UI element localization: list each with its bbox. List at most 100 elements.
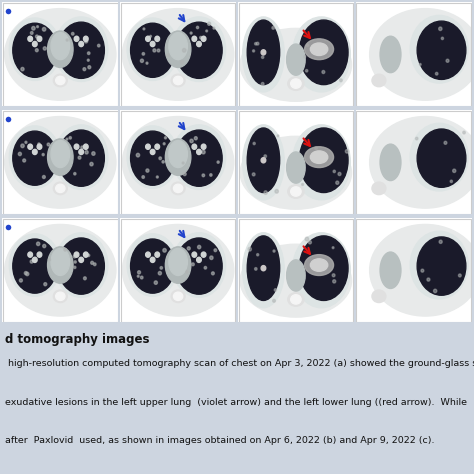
- Ellipse shape: [28, 144, 33, 149]
- Ellipse shape: [33, 257, 37, 263]
- Ellipse shape: [55, 233, 108, 297]
- Ellipse shape: [322, 261, 327, 266]
- Ellipse shape: [37, 144, 42, 149]
- Ellipse shape: [300, 20, 348, 85]
- Ellipse shape: [256, 42, 259, 45]
- Ellipse shape: [307, 44, 309, 46]
- Ellipse shape: [346, 149, 349, 153]
- Ellipse shape: [240, 28, 352, 101]
- Ellipse shape: [322, 46, 327, 51]
- Ellipse shape: [84, 39, 88, 43]
- Ellipse shape: [372, 74, 386, 87]
- Ellipse shape: [30, 260, 33, 263]
- Ellipse shape: [58, 238, 104, 294]
- Ellipse shape: [36, 35, 38, 38]
- Ellipse shape: [417, 129, 466, 187]
- Ellipse shape: [197, 41, 201, 46]
- Ellipse shape: [127, 18, 178, 81]
- Ellipse shape: [137, 275, 139, 277]
- Ellipse shape: [74, 261, 76, 263]
- Ellipse shape: [210, 173, 212, 176]
- Ellipse shape: [300, 236, 348, 301]
- Text: high-resolution computed tomography scan of chest on Apr 3, 2022 (a) showed the : high-resolution computed tomography scan…: [5, 359, 474, 368]
- Ellipse shape: [332, 274, 335, 277]
- Ellipse shape: [191, 263, 194, 266]
- Ellipse shape: [13, 131, 57, 185]
- Ellipse shape: [51, 248, 70, 275]
- Ellipse shape: [150, 41, 155, 46]
- Ellipse shape: [173, 125, 226, 190]
- Ellipse shape: [13, 239, 57, 293]
- Ellipse shape: [240, 244, 352, 317]
- Ellipse shape: [28, 252, 33, 257]
- Ellipse shape: [253, 50, 255, 52]
- Ellipse shape: [427, 278, 430, 281]
- Ellipse shape: [92, 152, 95, 155]
- Ellipse shape: [19, 279, 22, 282]
- Ellipse shape: [291, 295, 301, 304]
- Ellipse shape: [274, 289, 277, 291]
- Ellipse shape: [83, 144, 88, 149]
- Ellipse shape: [301, 183, 304, 185]
- Ellipse shape: [261, 82, 264, 85]
- Ellipse shape: [256, 254, 259, 256]
- Ellipse shape: [140, 276, 143, 279]
- Ellipse shape: [176, 130, 222, 186]
- Ellipse shape: [197, 257, 201, 263]
- Ellipse shape: [36, 26, 38, 27]
- Ellipse shape: [211, 272, 214, 275]
- Ellipse shape: [417, 21, 466, 80]
- Ellipse shape: [322, 154, 327, 159]
- Ellipse shape: [91, 261, 93, 264]
- Ellipse shape: [182, 162, 184, 164]
- Ellipse shape: [153, 49, 156, 52]
- Text: after  Paxlovid  used, as shown in images obtained on Apr 6, 2022 (b) and Apr 9,: after Paxlovid used, as shown in images …: [5, 436, 434, 445]
- Ellipse shape: [198, 246, 201, 249]
- Ellipse shape: [441, 37, 444, 40]
- Ellipse shape: [338, 173, 341, 175]
- Ellipse shape: [439, 240, 442, 244]
- Ellipse shape: [458, 274, 461, 277]
- Ellipse shape: [37, 252, 42, 257]
- Ellipse shape: [310, 259, 328, 271]
- Ellipse shape: [74, 144, 79, 149]
- Ellipse shape: [83, 36, 88, 41]
- Ellipse shape: [165, 139, 191, 175]
- Ellipse shape: [166, 54, 169, 57]
- Ellipse shape: [47, 139, 73, 175]
- Ellipse shape: [243, 17, 284, 92]
- Ellipse shape: [200, 36, 202, 39]
- Ellipse shape: [305, 70, 308, 72]
- Ellipse shape: [173, 292, 183, 301]
- Ellipse shape: [69, 137, 72, 139]
- Ellipse shape: [214, 249, 217, 252]
- Text: exudative lesions in the left upper lung  (violet arrow) and the left lower lung: exudative lesions in the left upper lung…: [5, 398, 467, 407]
- Ellipse shape: [446, 59, 449, 62]
- Ellipse shape: [305, 147, 334, 167]
- Ellipse shape: [169, 33, 187, 60]
- Ellipse shape: [305, 237, 309, 241]
- Ellipse shape: [370, 9, 474, 100]
- Ellipse shape: [187, 247, 190, 250]
- Ellipse shape: [190, 139, 193, 143]
- Ellipse shape: [273, 299, 275, 302]
- Ellipse shape: [208, 22, 210, 25]
- Ellipse shape: [255, 43, 257, 45]
- Ellipse shape: [434, 289, 437, 293]
- Ellipse shape: [137, 271, 141, 274]
- Ellipse shape: [291, 79, 301, 88]
- Ellipse shape: [51, 33, 70, 60]
- Ellipse shape: [163, 143, 165, 145]
- Ellipse shape: [74, 36, 79, 41]
- Ellipse shape: [333, 170, 336, 173]
- Ellipse shape: [146, 252, 150, 257]
- Ellipse shape: [47, 31, 73, 67]
- Ellipse shape: [150, 149, 155, 155]
- Ellipse shape: [261, 50, 266, 55]
- Ellipse shape: [310, 43, 328, 55]
- Ellipse shape: [262, 56, 264, 58]
- Ellipse shape: [79, 257, 83, 263]
- Ellipse shape: [88, 52, 90, 55]
- Ellipse shape: [122, 117, 234, 208]
- Ellipse shape: [155, 144, 160, 149]
